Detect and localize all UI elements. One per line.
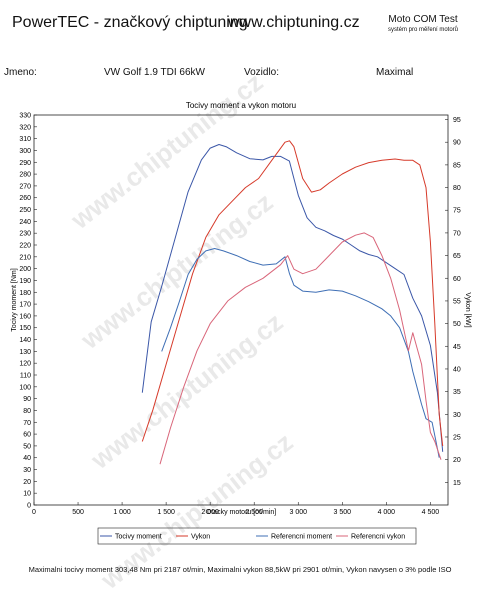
y-tick-label: 270 [19, 183, 31, 190]
y-tick-label: 10 [23, 491, 31, 498]
series-line-0 [141, 144, 444, 452]
y-tick-label: 190 [19, 278, 31, 285]
y-tick-label: 20 [23, 479, 31, 486]
x-tick-label: 3 000 [289, 509, 307, 516]
name-label: Jmeno: [4, 67, 37, 78]
series-line-2 [161, 248, 440, 458]
series-line-1 [141, 140, 444, 447]
y2-tick-label: 40 [453, 366, 461, 373]
header-title: PowerTEC - značkový chiptuning [12, 14, 248, 31]
car-name: VW Golf 1.9 TDI 66kW [104, 67, 205, 78]
legend-label-3: Referencni vykon [351, 534, 405, 541]
y-tick-label: 320 [19, 124, 31, 131]
y2-tick-label: 50 [453, 321, 461, 328]
y-tick-label: 160 [19, 313, 31, 320]
vozidlo-label: Vozidlo: [244, 67, 280, 78]
y2-tick-label: 30 [453, 412, 461, 419]
y-tick-label: 110 [20, 373, 31, 380]
footer-summary: Maximalni tocivy moment 303,48 Nm pri 21… [28, 565, 452, 574]
x-tick-label: 500 [72, 509, 84, 516]
x-axis-label: Otacky motoru [ot/min] [206, 509, 276, 516]
x-tick-label: 0 [32, 509, 36, 516]
y2-tick-label: 90 [453, 140, 461, 147]
y-tick-label: 170 [19, 302, 31, 309]
legend-box [97, 527, 417, 545]
y-tick-label: 210 [19, 254, 31, 261]
y-axis-label: Tocivy moment [Nm] [11, 268, 18, 331]
y-tick-label: 0 [27, 503, 31, 510]
y2-tick-label: 15 [453, 480, 461, 487]
y2-tick-label: 70 [453, 230, 461, 237]
y-tick-label: 180 [19, 290, 31, 297]
y-tick-label: 330 [19, 113, 31, 120]
y2-tick-label: 85 [453, 162, 461, 169]
y2-tick-label: 75 [453, 208, 461, 215]
y2-tick-label: 45 [453, 344, 461, 351]
x-tick-label: 3 500 [334, 509, 352, 516]
brand-name: Moto COM Test [388, 14, 458, 25]
y-tick-label: 150 [19, 325, 31, 332]
x-tick-label: 4 500 [422, 509, 440, 516]
y-tick-label: 50 [23, 443, 31, 450]
y-tick-label: 250 [19, 207, 31, 214]
legend-label-1: Vykon [191, 534, 210, 541]
y-tick-label: 220 [19, 243, 31, 250]
y-tick-label: 60 [23, 432, 31, 439]
chart-title: Tocivy moment a vykon motoru [186, 101, 296, 110]
y-tick-label: 280 [19, 172, 31, 179]
x-tick-label: 2 000 [201, 509, 219, 516]
y-tick-label: 80 [23, 408, 31, 415]
x-tick-label: 1 500 [157, 509, 175, 516]
y2-tick-label: 55 [453, 298, 461, 305]
y-tick-label: 40 [23, 455, 31, 462]
x-tick-label: 4 000 [378, 509, 396, 516]
x-tick-label: 1 000 [113, 509, 131, 516]
y2-tick-label: 25 [453, 434, 461, 441]
y-tick-label: 30 [23, 467, 31, 474]
y2-tick-label: 20 [453, 457, 461, 464]
y-tick-label: 130 [19, 349, 31, 356]
y-tick-label: 290 [19, 160, 31, 167]
plot-frame [33, 114, 449, 506]
series-line-3 [159, 232, 442, 465]
y-tick-label: 260 [19, 195, 31, 202]
y-tick-label: 140 [19, 337, 31, 344]
brand-block: Moto COM Test systém pro měření motorů [370, 14, 476, 33]
legend-label-2: Referencni moment [271, 534, 332, 541]
legend-label-0: Tocivy moment [115, 534, 162, 541]
y-tick-label: 120 [19, 361, 31, 368]
y2-tick-label: 65 [453, 253, 461, 260]
y-tick-label: 100 [19, 384, 31, 391]
y2-tick-label: 95 [453, 117, 461, 124]
y-tick-label: 310 [19, 136, 31, 143]
y-tick-label: 300 [19, 148, 31, 155]
x-tick-label: 2 500 [245, 509, 263, 516]
header-url: www.chiptuning.cz [228, 14, 360, 31]
y2-tick-label: 80 [453, 185, 461, 192]
y-tick-label: 230 [19, 231, 31, 238]
y2-tick-label: 60 [453, 276, 461, 283]
y-tick-label: 240 [19, 219, 31, 226]
y-tick-label: 70 [23, 420, 31, 427]
y-tick-label: 90 [23, 396, 31, 403]
y2-axis-label: Vykon [kW] [464, 292, 471, 327]
mode-value: Maximal [376, 67, 414, 78]
y-tick-label: 200 [19, 266, 31, 273]
y2-tick-label: 35 [453, 389, 461, 396]
brand-subtitle: systém pro měření motorů [387, 27, 459, 33]
